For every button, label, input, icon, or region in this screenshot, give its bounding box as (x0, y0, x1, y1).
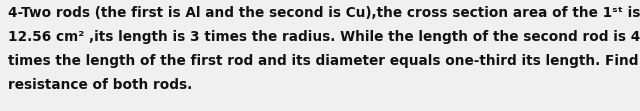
Text: 4-Two rods (the first is Al and the second is Cu),the cross section area of the : 4-Two rods (the first is Al and the seco… (8, 6, 640, 20)
Text: 12.56 cm² ,its length is 3 times the radius. While the length of the second rod : 12.56 cm² ,its length is 3 times the rad… (8, 30, 640, 44)
Text: resistance of both rods.: resistance of both rods. (8, 78, 192, 92)
Text: times the length of the first rod and its diameter equals one-third its length. : times the length of the first rod and it… (8, 54, 640, 68)
